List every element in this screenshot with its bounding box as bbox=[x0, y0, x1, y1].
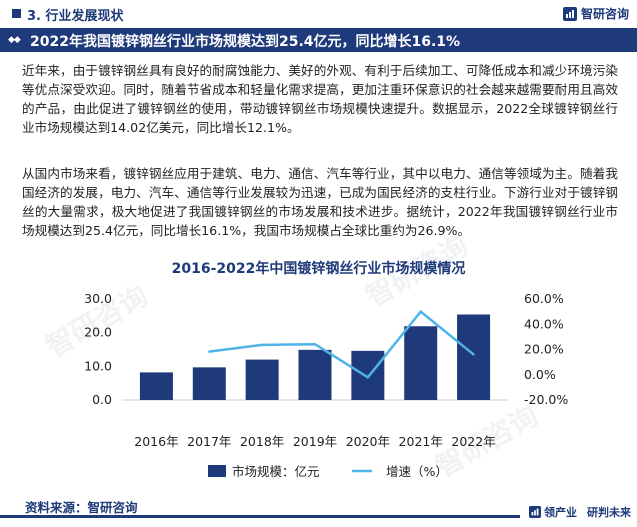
y-right-tick-label: 0.0% bbox=[524, 367, 556, 382]
bar bbox=[192, 367, 226, 400]
slogan-part-1: 领产业 bbox=[544, 506, 577, 519]
brand-logo: 智研咨询 bbox=[562, 5, 629, 22]
bar bbox=[404, 326, 438, 400]
x-tick-label: 2021年 bbox=[399, 434, 443, 449]
footer-rule bbox=[0, 515, 520, 518]
growth-point bbox=[260, 343, 264, 347]
section-marker-icon bbox=[12, 9, 21, 18]
diamond-icon: ◆◆ bbox=[8, 35, 21, 45]
x-tick-label: 2020年 bbox=[346, 434, 390, 449]
y-right-tick-label: 40.0% bbox=[524, 316, 564, 331]
growth-point bbox=[472, 353, 475, 356]
bar bbox=[457, 314, 491, 400]
y-left-tick-label: 30.0 bbox=[84, 291, 112, 306]
bar bbox=[139, 372, 173, 400]
y-left-tick-label: 20.0 bbox=[84, 325, 112, 340]
market-size-chart: 2016-2022年中国镀锌钢丝行业市场规模情况 0.0 10.0 20.0 30.0 -… bbox=[84, 260, 568, 479]
brand-logo-icon bbox=[562, 6, 577, 21]
source-note: 资料来源：智研咨询 bbox=[25, 500, 138, 515]
growth-point bbox=[208, 350, 211, 353]
brand-name: 智研咨询 bbox=[580, 7, 629, 21]
legend-bar-label: 市场规模：亿元 bbox=[232, 464, 320, 479]
chart-title: 2016-2022年中国镀锌钢丝行业市场规模情况 bbox=[172, 260, 466, 277]
footer: 资料来源：智研咨询 领产业 研判未来 bbox=[0, 492, 637, 527]
legend-bar-swatch bbox=[208, 465, 226, 477]
x-tick-label: 2016年 bbox=[134, 434, 178, 449]
bar bbox=[298, 349, 332, 400]
body-paragraph-2: 从国内市场来看，镀锌钢丝应用于建筑、电力、通信、汽车等行业，其中以电力、通信等领… bbox=[22, 166, 618, 238]
legend-line-label: 增速（%） bbox=[386, 464, 448, 479]
growth-point bbox=[419, 310, 422, 313]
slogan-part-2: 研判未来 bbox=[587, 506, 631, 519]
y-right-tick-label: -20.0% bbox=[524, 392, 568, 407]
growth-point bbox=[313, 342, 317, 346]
growth-point bbox=[366, 376, 370, 379]
section-title: 3. 行业发展现状 bbox=[27, 9, 124, 24]
x-tick-label: 2022年 bbox=[451, 434, 495, 449]
headline: 2022年我国镀锌钢丝行业市场规模达到25.4亿元，同比增长16.1% bbox=[30, 34, 461, 50]
headline-bar: ◆◆ 2022年我国镀锌钢丝行业市场规模达到25.4亿元，同比增长16.1% bbox=[0, 28, 637, 52]
x-tick-label: 2018年 bbox=[240, 434, 284, 449]
x-tick-label: 2019年 bbox=[293, 434, 337, 449]
y-right-tick-label: 60.0% bbox=[524, 291, 564, 306]
section-header: 3. 行业发展现状 智研咨询 bbox=[0, 0, 637, 28]
slogan: 领产业 研判未来 bbox=[529, 504, 631, 520]
y-left-tick-label: 10.0 bbox=[84, 358, 112, 373]
growth-line bbox=[209, 310, 475, 379]
y-right-tick-label: 20.0% bbox=[524, 342, 564, 357]
brand-logo-icon bbox=[529, 506, 541, 518]
body-paragraph-1: 近年来，由于镀锌钢丝具有良好的耐腐蚀能力、美好的外观、有利于后续加工、可降低成本… bbox=[22, 63, 618, 135]
bar bbox=[245, 359, 279, 400]
y-left-tick-label: 0.0 bbox=[92, 392, 112, 407]
x-tick-label: 2017年 bbox=[187, 434, 231, 449]
